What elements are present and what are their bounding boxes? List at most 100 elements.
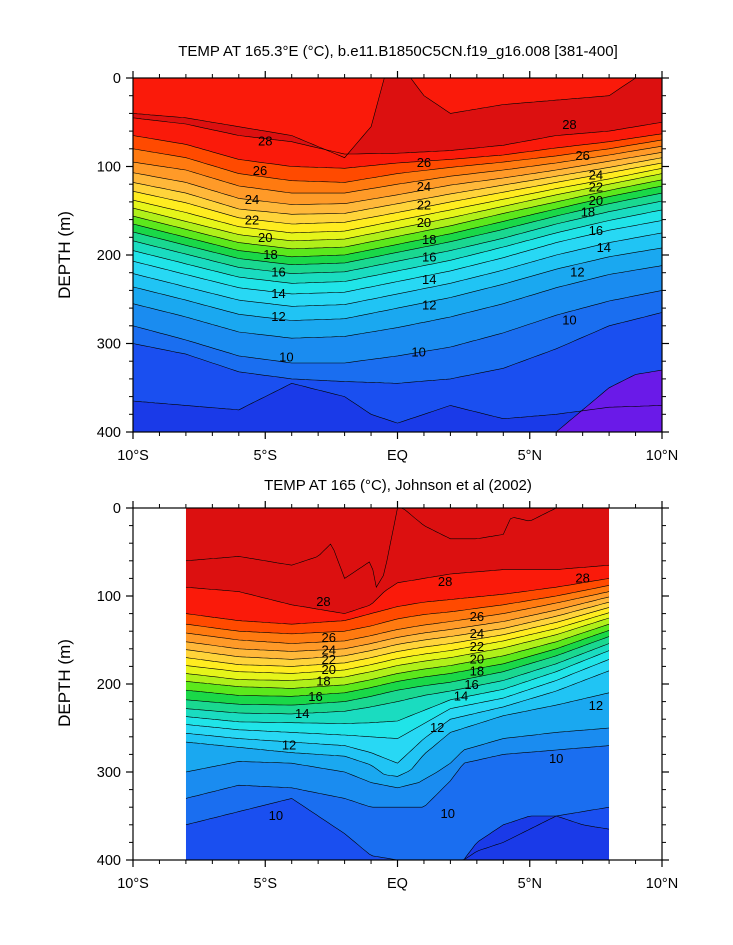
contour-band	[133, 146, 662, 205]
contour-line	[185, 585, 610, 635]
x-tick-label: 5°S	[253, 448, 277, 464]
y-tick-label: 400	[97, 425, 121, 441]
contour-line	[133, 173, 662, 242]
contour-line	[133, 290, 662, 364]
contour-label: 24	[245, 192, 259, 207]
contour-label: 18	[422, 232, 436, 247]
x-tick-label: 10°N	[646, 876, 678, 892]
contour-line	[133, 168, 662, 234]
contour-band	[133, 168, 662, 241]
contour-label: 28	[316, 594, 330, 609]
y-tick-label: 300	[97, 765, 121, 781]
contour-line	[185, 659, 610, 739]
contour-band	[133, 201, 662, 284]
contour-band	[133, 173, 662, 249]
contour-band	[133, 232, 662, 321]
contour-label: 10	[441, 806, 455, 821]
contour-line	[133, 312, 662, 384]
contour-band	[133, 152, 662, 215]
contour-line	[133, 139, 662, 183]
contour-label: 24	[470, 626, 484, 641]
contour-band	[133, 179, 662, 257]
contour-label: 26	[321, 630, 335, 645]
contour-band	[185, 578, 610, 634]
contour-line	[185, 578, 610, 625]
contour-line	[133, 220, 662, 295]
contour-band	[185, 612, 610, 681]
contour-label: 22	[417, 197, 431, 212]
contour-label: 22	[245, 212, 259, 227]
contour-line	[133, 157, 662, 215]
contour-line	[133, 265, 662, 339]
contour-line	[133, 133, 662, 169]
contour-label: 26	[470, 609, 484, 624]
contour-line	[185, 692, 610, 777]
contour-line	[185, 636, 610, 706]
contour-line	[185, 727, 610, 789]
contour-label: 12	[570, 265, 584, 280]
contour-line	[185, 670, 610, 764]
y-tick-label: 200	[97, 248, 121, 264]
contour-band	[185, 643, 610, 724]
contour-line	[185, 643, 610, 715]
y-tick-label: 0	[113, 501, 121, 517]
contour-band	[185, 798, 610, 860]
contour-band	[185, 508, 610, 588]
contour-label: 14	[271, 286, 285, 301]
contour-label: 10	[562, 312, 576, 327]
contour-band	[185, 670, 610, 777]
contour-label: 18	[470, 664, 484, 679]
contour-line	[133, 179, 662, 250]
contour-label: 16	[308, 689, 322, 704]
contour-label: 28	[258, 134, 272, 149]
contour-line	[185, 623, 610, 689]
contour-label: 10	[279, 350, 293, 365]
contour-band	[133, 193, 662, 274]
contour-label: 20	[417, 215, 431, 230]
contour-band	[556, 370, 662, 432]
contour-line	[133, 200, 662, 274]
contour-label: 28	[438, 574, 452, 589]
contour-band	[133, 186, 662, 265]
contour-band	[133, 209, 662, 294]
contour-label: 16	[464, 677, 478, 692]
contour-line	[185, 612, 610, 674]
contour-label: 26	[253, 163, 267, 178]
contour-band	[185, 585, 610, 644]
contour-band	[185, 636, 610, 714]
contour-line	[133, 247, 662, 321]
y-tick-label: 200	[97, 677, 121, 693]
contour-line	[133, 78, 662, 159]
contour-label: 20	[258, 230, 272, 245]
contour-band	[185, 692, 610, 788]
contour-label: 14	[597, 240, 611, 255]
y-axis-label: DEPTH (m)	[55, 211, 74, 299]
contour-line	[133, 209, 662, 284]
contour-label: 28	[562, 117, 576, 132]
x-tick-label: 10°S	[117, 448, 149, 464]
y-tick-label: 300	[97, 337, 121, 353]
contour-label: 20	[321, 662, 335, 677]
y-tick-label: 100	[97, 160, 121, 176]
x-tick-label: 5°N	[518, 876, 542, 892]
contour-label: 12	[282, 738, 296, 753]
contour-label: 24	[321, 643, 335, 658]
contour-line	[185, 798, 610, 860]
contour-band	[133, 133, 662, 183]
contour-label: 12	[422, 297, 436, 312]
contour-band	[133, 290, 662, 384]
contour-line	[185, 617, 610, 681]
contour-band	[133, 163, 662, 233]
contour-line	[556, 369, 662, 432]
contour-line	[133, 382, 662, 424]
contour-line	[185, 591, 610, 644]
contour-label: 12	[271, 309, 285, 324]
contour-line	[133, 185, 662, 258]
contour-label: 18	[316, 673, 330, 688]
chart-title: TEMP AT 165 (°C), Johnson et al (2002)	[264, 477, 532, 494]
contour-label: 18	[581, 205, 595, 220]
contour-band	[133, 220, 662, 307]
y-tick-label: 400	[97, 853, 121, 869]
contour-line	[133, 117, 662, 155]
contour-band	[185, 728, 610, 808]
